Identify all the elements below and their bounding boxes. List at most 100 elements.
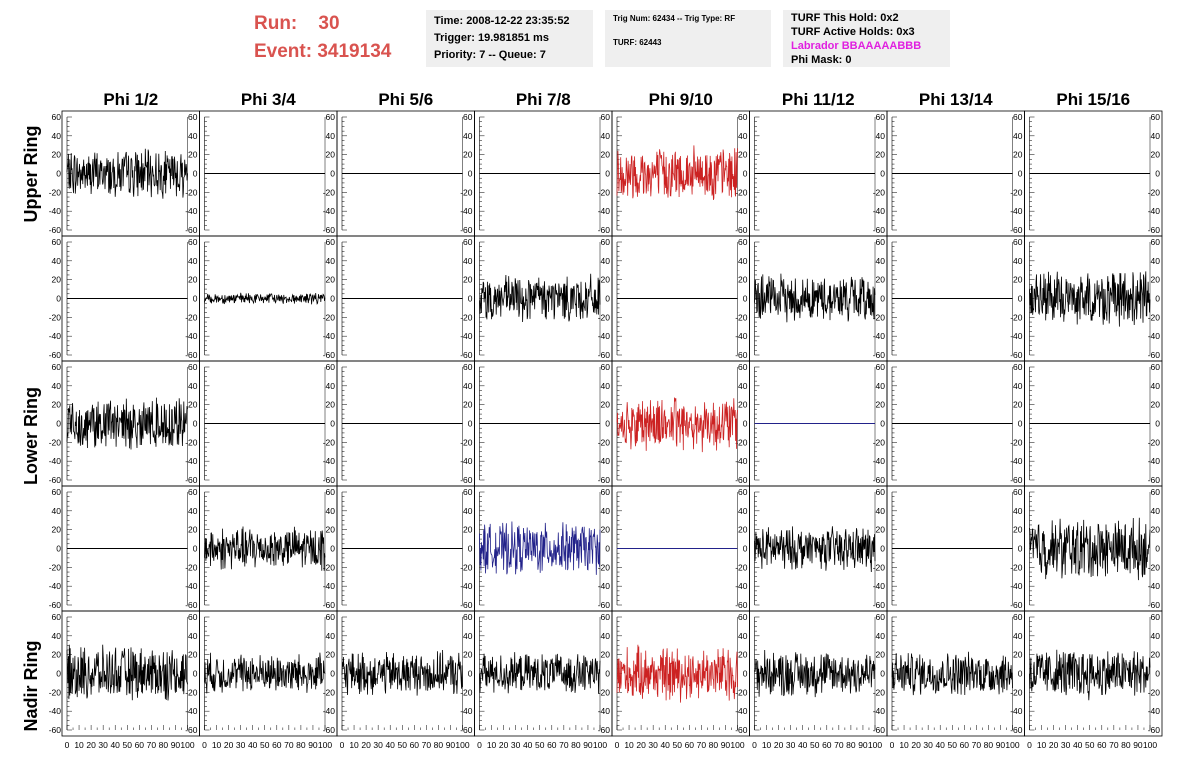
- y-tick-label-right-r1c1: -40: [185, 206, 198, 216]
- y-tick-label-right-r2c7: 0: [1018, 294, 1023, 304]
- x-tick-label-r5c8: 50: [1085, 740, 1095, 750]
- y-tick-label-right-r4c6: -40: [873, 581, 886, 591]
- y-tick-label-right-r4c5: 60: [738, 487, 748, 497]
- x-tick-label-r5c4: 50: [535, 740, 545, 750]
- y-tick-label-right-r4c5: -40: [735, 581, 748, 591]
- x-tick-label-r5c7: 10: [899, 740, 909, 750]
- x-tick-label-r5c7: 90: [996, 740, 1006, 750]
- y-tick-label-right-r5c3: 60: [463, 612, 473, 622]
- y-tick-label-right-r3c7: 0: [1018, 419, 1023, 429]
- y-tick-label-right-r2c2: 60: [326, 237, 336, 247]
- x-tick-label-r5c3: 20: [361, 740, 371, 750]
- x-tick-label-r5c3: 30: [373, 740, 383, 750]
- y-tick-label-right-r2c2: 40: [326, 256, 336, 266]
- y-tick-label-right-r3c3: -40: [460, 456, 473, 466]
- y-tick-label-right-r1c5: 60: [738, 112, 748, 122]
- y-tick-label-right-r3c3: -20: [460, 437, 473, 447]
- x-tick-label-r5c3: 40: [385, 740, 395, 750]
- x-tick-label-r5c3: 100: [455, 740, 469, 750]
- y-tick-label-right-r4c8: 20: [1151, 525, 1161, 535]
- x-tick-label-r5c8: 100: [1143, 740, 1157, 750]
- x-tick-label-r5c6: 40: [798, 740, 808, 750]
- y-tick-label-right-r1c3: -20: [460, 187, 473, 197]
- y-tick-label-r1c1: 60: [52, 112, 62, 122]
- y-tick-label-right-r5c3: -20: [460, 687, 473, 697]
- y-tick-label-right-r3c4: -20: [598, 437, 611, 447]
- y-tick-label-right-r5c5: 60: [738, 612, 748, 622]
- y-tick-label-right-r4c3: -60: [460, 600, 473, 610]
- y-tick-label-right-r1c7: 60: [1013, 112, 1023, 122]
- x-tick-label-r5c1: 70: [147, 740, 157, 750]
- y-tick-label-right-r4c7: -20: [1010, 562, 1023, 572]
- y-tick-label-right-r3c7: -40: [1010, 456, 1023, 466]
- y-tick-label-right-r3c5: 60: [738, 362, 748, 372]
- y-tick-label-right-r3c1: 60: [188, 362, 198, 372]
- y-tick-label-right-r2c1: -40: [185, 331, 198, 341]
- y-tick-label-right-r5c5: 40: [738, 631, 748, 641]
- y-tick-label-right-r4c7: 40: [1013, 506, 1023, 516]
- x-tick-label-r5c3: 80: [434, 740, 444, 750]
- y-tick-label-right-r4c2: -40: [323, 581, 336, 591]
- y-tick-label-right-r5c1: 20: [188, 650, 198, 660]
- x-tick-label-r5c1: 30: [98, 740, 108, 750]
- y-tick-label-right-r1c5: -60: [735, 225, 748, 235]
- x-tick-label-r5c5: 0: [615, 740, 620, 750]
- y-tick-label-right-r5c1: 40: [188, 631, 198, 641]
- y-tick-label-right-r3c8: 20: [1151, 400, 1161, 410]
- x-tick-label-r5c7: 60: [960, 740, 970, 750]
- y-tick-label-right-r1c4: 0: [605, 169, 610, 179]
- y-tick-label-r2c1: -60: [49, 350, 62, 360]
- y-tick-label-right-r5c4: 0: [605, 669, 610, 679]
- y-tick-label-right-r5c3: -40: [460, 706, 473, 716]
- y-tick-label-right-r2c6: 60: [876, 237, 886, 247]
- y-tick-label-right-r1c8: 40: [1151, 131, 1161, 141]
- event-label: Event:: [254, 41, 313, 62]
- x-tick-label-r5c2: 70: [284, 740, 294, 750]
- y-tick-label-right-r5c6: -60: [873, 725, 886, 735]
- y-tick-label-right-r3c5: 40: [738, 381, 748, 391]
- y-tick-label-right-r4c4: -60: [598, 600, 611, 610]
- waveform-trace-r2c2: [204, 292, 326, 305]
- x-tick-label-r5c4: 70: [559, 740, 569, 750]
- y-tick-label-right-r2c7: 60: [1013, 237, 1023, 247]
- y-tick-label-right-r1c8: 20: [1151, 150, 1161, 160]
- y-tick-label-right-r2c1: -20: [185, 312, 198, 322]
- waveform-trace-r2c8: [1029, 271, 1151, 327]
- y-tick-label-right-r4c5: -60: [735, 600, 748, 610]
- y-tick-label-right-r3c4: 0: [605, 419, 610, 429]
- y-tick-label-right-r2c1: 20: [188, 275, 198, 285]
- y-tick-label-right-r1c5: 20: [738, 150, 748, 160]
- y-tick-label-right-r5c7: -40: [1010, 706, 1023, 716]
- y-tick-label-r1c1: 20: [52, 150, 62, 160]
- x-tick-label-r5c1: 100: [180, 740, 194, 750]
- y-tick-label-right-r4c6: 20: [876, 525, 886, 535]
- y-tick-label-right-r2c3: -60: [460, 350, 473, 360]
- event-value: 3419134: [317, 41, 392, 62]
- ring-label-3: Nadir Ring: [21, 640, 41, 731]
- run-line: Run: 30: [254, 10, 391, 38]
- x-tick-label-r5c1: 40: [110, 740, 120, 750]
- y-tick-label-right-r1c1: -60: [185, 225, 198, 235]
- y-tick-label-r3c1: 0: [56, 419, 61, 429]
- x-tick-label-r5c1: 80: [159, 740, 169, 750]
- y-tick-label-right-r2c8: 60: [1151, 237, 1161, 247]
- y-tick-label-right-r2c8: 40: [1151, 256, 1161, 266]
- y-tick-label-right-r4c6: -60: [873, 600, 886, 610]
- y-tick-label-right-r5c4: -60: [598, 725, 611, 735]
- y-tick-label-right-r3c8: -20: [1148, 437, 1161, 447]
- y-tick-label-right-r3c7: 20: [1013, 400, 1023, 410]
- x-tick-label-r5c8: 40: [1073, 740, 1083, 750]
- x-tick-label-r5c2: 100: [318, 740, 332, 750]
- y-tick-label-right-r4c6: 60: [876, 487, 886, 497]
- y-tick-label-right-r1c1: 20: [188, 150, 198, 160]
- y-tick-label-right-r3c4: -60: [598, 475, 611, 485]
- x-tick-label-r5c2: 40: [248, 740, 258, 750]
- y-tick-label-right-r3c5: 0: [743, 419, 748, 429]
- y-tick-label-right-r3c5: 20: [738, 400, 748, 410]
- labrador-text: Labrador BBAAAAABBB: [791, 40, 922, 52]
- y-tick-label-right-r5c6: 0: [880, 669, 885, 679]
- x-tick-label-r5c8: 20: [1049, 740, 1059, 750]
- y-tick-label-right-r1c6: 60: [876, 112, 886, 122]
- ring-label-2: Lower Ring: [21, 387, 41, 485]
